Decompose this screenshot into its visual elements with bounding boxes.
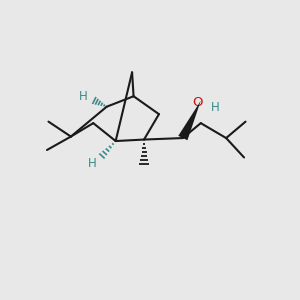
Polygon shape (178, 101, 201, 140)
Text: H: H (87, 157, 96, 170)
Text: H: H (211, 101, 220, 114)
Text: O: O (193, 96, 203, 109)
Text: H: H (78, 90, 87, 103)
